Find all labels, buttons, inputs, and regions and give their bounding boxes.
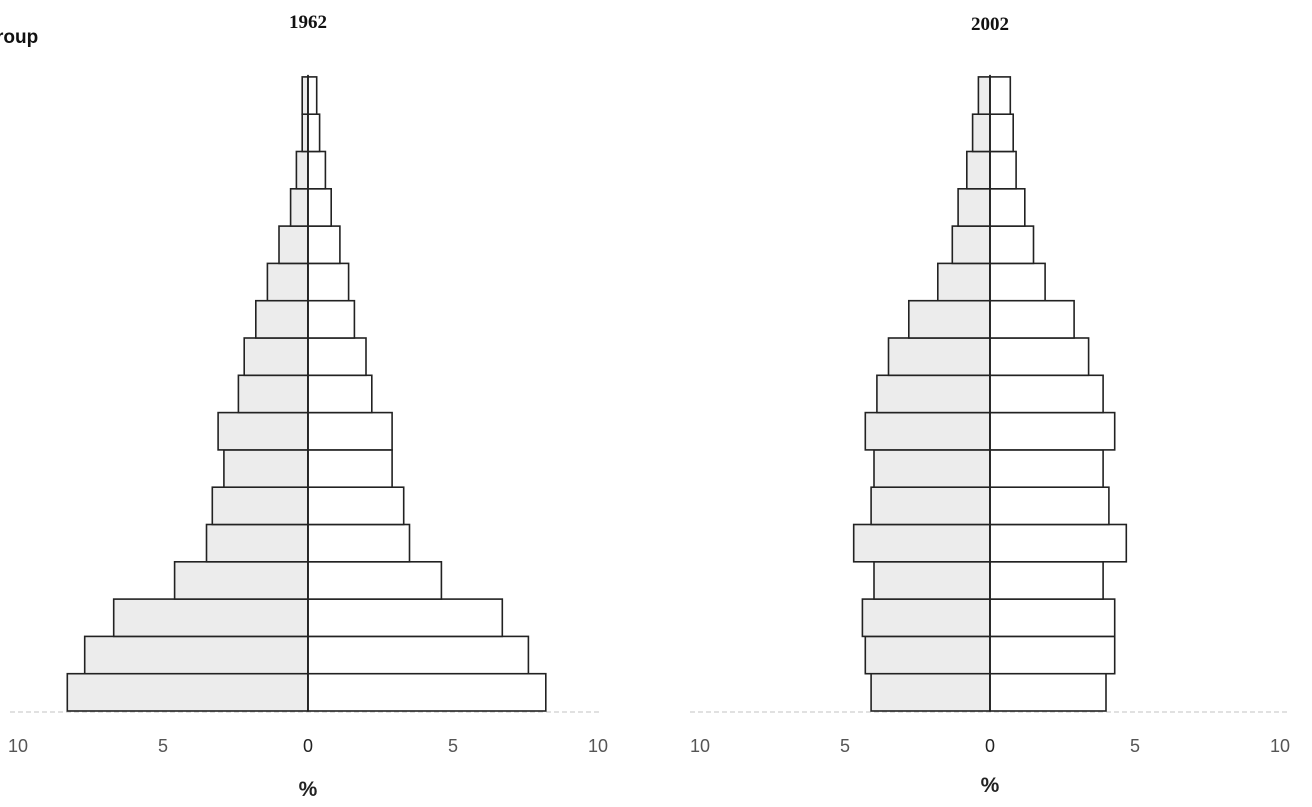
bar-right-3: [989, 560, 1104, 600]
bar-left-16: [977, 76, 991, 116]
x-tick-label: 5: [158, 736, 168, 756]
bar-left-5: [870, 486, 991, 526]
bar-left-0: [870, 672, 991, 712]
x-axis-label: %: [981, 774, 1000, 797]
bar-right-5: [307, 486, 405, 526]
bar-right-7: [989, 411, 1116, 451]
bar-right-1: [989, 635, 1116, 675]
x-tick-label: 10: [8, 736, 28, 756]
bar-left-2: [112, 598, 309, 638]
bar-right-15: [989, 113, 1015, 153]
bar-left-10: [255, 299, 309, 339]
bar-right-0: [989, 672, 1107, 712]
bar-right-1: [307, 635, 530, 675]
bar-right-2: [989, 598, 1116, 638]
bar-left-2: [861, 598, 991, 638]
bar-right-12: [989, 225, 1035, 265]
bar-right-6: [307, 449, 393, 488]
bar-right-4: [307, 523, 411, 563]
bar-right-13: [307, 188, 333, 227]
bar-right-2: [307, 598, 504, 638]
x-tick-label: 5: [448, 736, 458, 756]
bar-left-6: [223, 449, 309, 488]
bar-left-14: [295, 150, 309, 190]
bar-right-7: [307, 411, 393, 451]
bar-left-9: [887, 337, 991, 377]
x-axis-label: %: [299, 778, 318, 801]
pyramid-panel-1962: 1962 10 5 0 5 10%: [8, 12, 608, 801]
bar-left-3: [173, 560, 309, 600]
bar-right-9: [989, 337, 1090, 377]
bar-right-13: [989, 188, 1026, 227]
bar-right-8: [989, 374, 1104, 414]
bar-right-8: [307, 374, 373, 414]
bar-right-0: [307, 672, 547, 712]
bar-left-6: [873, 449, 991, 488]
bar-right-14: [307, 150, 327, 190]
bar-left-1: [83, 635, 309, 675]
bar-right-16: [307, 76, 318, 116]
bar-left-8: [876, 374, 991, 414]
bar-right-3: [307, 560, 443, 600]
x-tick-label: 10: [588, 736, 608, 756]
bar-right-14: [989, 150, 1017, 190]
bar-right-16: [989, 76, 1012, 116]
y-axis-label-fragment: roup: [0, 27, 38, 48]
bar-left-14: [965, 150, 991, 190]
x-tick-label: 0: [303, 736, 313, 756]
bar-left-12: [951, 225, 991, 265]
bar-right-4: [989, 523, 1128, 563]
x-tick-label: 10: [1270, 736, 1290, 756]
bar-left-8: [237, 374, 309, 414]
x-tick-label: 5: [840, 736, 850, 756]
bar-left-0: [66, 672, 309, 712]
bar-right-6: [989, 449, 1104, 488]
bar-left-7: [864, 411, 991, 451]
x-tick-label: 0: [985, 736, 995, 756]
bar-right-10: [989, 299, 1075, 339]
bar-right-11: [989, 262, 1046, 302]
bar-left-15: [971, 113, 991, 153]
bar-left-13: [289, 188, 309, 227]
bar-left-4: [205, 523, 309, 563]
bar-left-11: [266, 262, 309, 302]
bar-left-12: [278, 225, 309, 265]
bar-right-11: [307, 262, 350, 302]
bar-left-9: [243, 337, 309, 377]
bar-left-4: [852, 523, 991, 563]
pyramid-panel-2002: 2002 10 5 0 5 10%: [690, 14, 1290, 797]
x-tick-label: 5: [1130, 736, 1140, 756]
bar-left-7: [217, 411, 309, 451]
chart-title: 1962: [289, 12, 327, 33]
x-tick-label: 10: [690, 736, 710, 756]
bar-right-5: [989, 486, 1110, 526]
bar-left-13: [957, 188, 991, 227]
bar-left-11: [936, 262, 991, 302]
bar-left-1: [864, 635, 991, 675]
bar-left-5: [211, 486, 309, 526]
chart-title: 2002: [971, 14, 1009, 35]
bar-right-9: [307, 337, 367, 377]
bar-right-15: [307, 113, 321, 153]
bar-left-10: [907, 299, 991, 339]
bar-right-12: [307, 225, 341, 265]
bar-left-3: [873, 560, 991, 600]
bar-right-10: [307, 299, 356, 339]
